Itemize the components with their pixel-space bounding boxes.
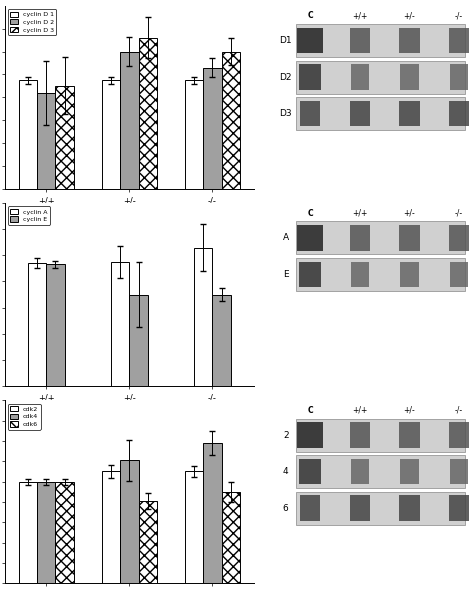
- Text: +/+: +/+: [352, 11, 367, 21]
- Bar: [449, 101, 469, 127]
- Bar: [138, 38, 157, 188]
- Bar: [399, 28, 419, 54]
- Bar: [203, 443, 221, 583]
- Bar: [296, 492, 465, 525]
- Bar: [102, 80, 120, 188]
- Bar: [120, 461, 138, 583]
- Bar: [138, 501, 157, 583]
- Bar: [55, 482, 73, 583]
- Text: 2: 2: [283, 431, 289, 439]
- Bar: [296, 455, 465, 488]
- Bar: [400, 262, 419, 287]
- X-axis label: p53 Genotype: p53 Genotype: [100, 408, 159, 417]
- Bar: [399, 225, 419, 251]
- Bar: [300, 495, 320, 521]
- Bar: [350, 101, 370, 127]
- Bar: [350, 422, 370, 448]
- Text: -/-: -/-: [455, 209, 463, 218]
- Text: +/-: +/-: [403, 11, 415, 21]
- Bar: [400, 459, 419, 485]
- Bar: [299, 459, 321, 485]
- Bar: [296, 24, 465, 57]
- Bar: [296, 97, 465, 130]
- Bar: [350, 28, 370, 54]
- Legend: cdk2, cdk4, cdk6: cdk2, cdk4, cdk6: [8, 403, 41, 429]
- Bar: [185, 471, 203, 583]
- Bar: [400, 64, 419, 90]
- Bar: [19, 80, 37, 188]
- Text: C: C: [307, 406, 313, 415]
- Bar: [399, 101, 419, 127]
- Text: E: E: [283, 270, 289, 279]
- Bar: [19, 482, 37, 583]
- Bar: [203, 68, 221, 188]
- Text: 6: 6: [283, 504, 289, 512]
- Bar: [129, 294, 147, 386]
- Bar: [299, 262, 321, 287]
- Bar: [449, 495, 469, 521]
- Bar: [28, 263, 46, 386]
- Text: +/+: +/+: [352, 406, 367, 415]
- Bar: [296, 258, 465, 291]
- Bar: [296, 221, 465, 254]
- Bar: [221, 492, 240, 583]
- Bar: [449, 225, 469, 251]
- Bar: [297, 28, 323, 54]
- Bar: [399, 422, 419, 448]
- Bar: [46, 264, 64, 386]
- Text: +/-: +/-: [403, 209, 415, 218]
- Text: D1: D1: [279, 36, 292, 45]
- Bar: [351, 262, 369, 287]
- Bar: [450, 64, 468, 90]
- Text: C: C: [307, 209, 313, 218]
- Bar: [450, 262, 468, 287]
- Bar: [111, 262, 129, 386]
- Bar: [185, 80, 203, 188]
- X-axis label: p53 Genotype: p53 Genotype: [100, 211, 159, 220]
- Bar: [37, 482, 55, 583]
- Bar: [299, 64, 321, 90]
- Text: D2: D2: [280, 72, 292, 82]
- Legend: cyclin D 1, cyclin D 2, cyclin D 3: cyclin D 1, cyclin D 2, cyclin D 3: [8, 9, 56, 35]
- Bar: [102, 471, 120, 583]
- Bar: [296, 419, 465, 452]
- Text: +/-: +/-: [403, 406, 415, 415]
- Bar: [297, 422, 323, 448]
- Bar: [212, 294, 231, 386]
- Text: 4: 4: [283, 467, 289, 476]
- Bar: [399, 495, 419, 521]
- Bar: [194, 247, 212, 386]
- Bar: [351, 64, 369, 90]
- Bar: [120, 52, 138, 188]
- Bar: [296, 61, 465, 94]
- Text: D3: D3: [279, 109, 292, 118]
- Text: +/+: +/+: [352, 209, 367, 218]
- Bar: [351, 459, 369, 485]
- Bar: [37, 92, 55, 188]
- Legend: cyclin A, cyclin E: cyclin A, cyclin E: [8, 206, 50, 224]
- Text: C: C: [307, 11, 313, 21]
- Bar: [449, 422, 469, 448]
- Bar: [350, 225, 370, 251]
- Text: A: A: [283, 233, 289, 243]
- Text: -/-: -/-: [455, 406, 463, 415]
- Bar: [449, 28, 469, 54]
- Bar: [55, 86, 73, 188]
- Bar: [300, 101, 320, 127]
- Bar: [450, 459, 468, 485]
- Bar: [350, 495, 370, 521]
- Text: -/-: -/-: [455, 11, 463, 21]
- Bar: [221, 52, 240, 188]
- Bar: [297, 225, 323, 251]
